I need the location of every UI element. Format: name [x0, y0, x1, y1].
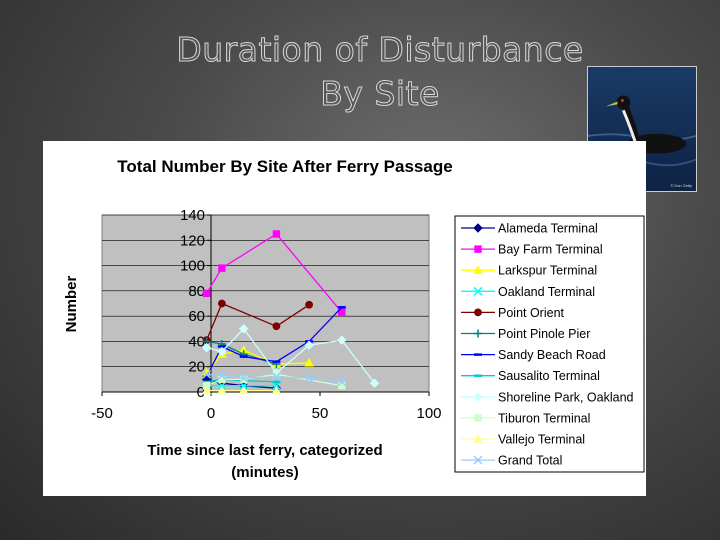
slide-title-line2: By Site: [320, 74, 440, 114]
x-tick-labels: -50 0 50 100: [91, 405, 441, 422]
series-10: [201, 385, 282, 395]
series-layer: [201, 230, 380, 395]
series-line-4: [206, 302, 310, 341]
legend-swatch-marker-11: [473, 455, 483, 465]
legend-label-6: Sandy Beach Road: [498, 348, 606, 362]
x-tick-label-3: 100: [416, 405, 441, 422]
y-tick-labels: 0 20 40 60 80 100 120 140: [180, 207, 205, 401]
legend-item-9: Tiburon Terminal: [461, 411, 590, 425]
data-point-1-2: [272, 230, 281, 238]
legend-label-8: Shoreline Park, Oakland: [498, 390, 634, 404]
y-tick-label-3: 60: [188, 308, 205, 325]
legend: [454, 215, 645, 473]
legend-label-5: Point Pinole Pier: [498, 327, 590, 341]
legend-swatch-marker-10: [473, 433, 483, 443]
x-tick-label-0: -50: [91, 405, 113, 422]
legend-swatch-marker-3: [473, 286, 483, 296]
legend-item-11: Grand Total: [461, 454, 562, 468]
data-point-2-4: [304, 357, 314, 367]
legend-swatch-marker-0: [473, 223, 483, 233]
slide-title: Duration of Disturbance By Site: [100, 28, 660, 116]
legend-item-6: Sandy Beach Road: [461, 348, 606, 362]
x-axis-label-line1: Time since last ferry, categorized: [147, 442, 382, 459]
data-point-4-1: [218, 299, 226, 308]
y-tick-label-6: 120: [180, 232, 205, 249]
y-tick-label-5: 100: [180, 258, 205, 275]
legend-items: Alameda Terminal Bay Farm Terminal Larkspu…: [461, 222, 634, 468]
legend-item-1: Bay Farm Terminal: [461, 243, 603, 257]
chart: Total Number By Site After Ferry Passage…: [63, 157, 645, 481]
series-line-1: [206, 233, 343, 313]
y-tick-label-1: 20: [188, 359, 205, 376]
legend-item-4: Point Orient: [461, 306, 565, 320]
photo-credit: © Don Getty: [670, 183, 692, 188]
legend-item-7: Sausalito Terminal: [461, 369, 600, 383]
data-point-11-3: [271, 372, 281, 382]
legend-item-10: Vallejo Terminal: [461, 433, 585, 447]
data-point-8-4: [304, 340, 314, 350]
legend-swatch-marker-2: [473, 265, 483, 274]
slide-title-line1: Duration of Disturbance: [176, 30, 584, 70]
data-point-8-0: [201, 343, 212, 353]
axes: [101, 214, 430, 396]
legend-swatch-marker-1: [474, 245, 482, 253]
data-point-4-3: [305, 300, 314, 309]
plot-area: [101, 214, 430, 393]
chart-panel: Total Number By Site After Ferry Passage…: [43, 141, 646, 496]
legend-label-1: Bay Farm Terminal: [498, 243, 603, 257]
data-point-1-1: [218, 264, 226, 272]
y-tick-label-7: 140: [180, 207, 205, 224]
data-point-4-2: [272, 322, 281, 331]
data-point-1-0: [202, 289, 211, 298]
legend-label-4: Point Orient: [498, 306, 565, 320]
data-point-8-5: [337, 335, 347, 345]
x-tick-label-2: 50: [312, 405, 329, 422]
data-point-11-0: [202, 369, 212, 379]
data-point-8-6: [369, 378, 380, 388]
x-tick-label-1: 0: [207, 405, 215, 422]
data-point-8-2: [238, 324, 249, 334]
legend-label-10: Vallejo Terminal: [498, 433, 585, 447]
series-1: [202, 230, 346, 317]
legend-swatch-marker-5: [474, 329, 482, 338]
legend-item-8: Shoreline Park, Oakland: [461, 390, 634, 404]
legend-label-2: Larkspur Terminal: [498, 264, 597, 278]
y-tick-label-4: 80: [188, 283, 205, 300]
legend-label-0: Alameda Terminal: [498, 222, 598, 236]
data-point-11-2: [239, 373, 249, 383]
gridlines: [102, 214, 429, 393]
y-tick-label-0: 0: [197, 384, 205, 401]
data-point-10-3: [271, 385, 282, 395]
legend-item-2: Larkspur Terminal: [461, 264, 597, 278]
series-line-11: [206, 373, 342, 383]
legend-label-7: Sausalito Terminal: [498, 369, 600, 383]
legend-item-0: Alameda Terminal: [461, 222, 598, 236]
legend-label-3: Oakland Terminal: [498, 285, 595, 299]
data-point-11-5: [337, 377, 347, 387]
legend-label-9: Tiburon Terminal: [498, 411, 590, 425]
y-tick-label-2: 40: [188, 333, 205, 350]
chart-title: Total Number By Site After Ferry Passage: [117, 157, 452, 176]
legend-swatch-marker-4: [474, 308, 482, 317]
data-point-11-4: [304, 373, 314, 383]
legend-label-11: Grand Total: [498, 454, 562, 468]
x-axis-label-line2: (minutes): [231, 464, 299, 481]
data-point-10-2: [238, 385, 249, 395]
data-point-1-3: [338, 308, 346, 317]
data-point-10-1: [217, 385, 227, 395]
legend-swatch-marker-9: [474, 414, 482, 422]
y-axis-label: Number: [63, 276, 80, 333]
legend-item-5: Point Pinole Pier: [461, 327, 590, 341]
legend-item-3: Oakland Terminal: [461, 285, 595, 299]
data-point-10-0: [201, 385, 212, 395]
series-11: [202, 369, 347, 387]
data-point-11-1: [217, 371, 227, 381]
data-point-8-1: [217, 346, 227, 357]
data-point-9-2: [240, 375, 248, 384]
legend-swatch-marker-8: [473, 392, 483, 402]
